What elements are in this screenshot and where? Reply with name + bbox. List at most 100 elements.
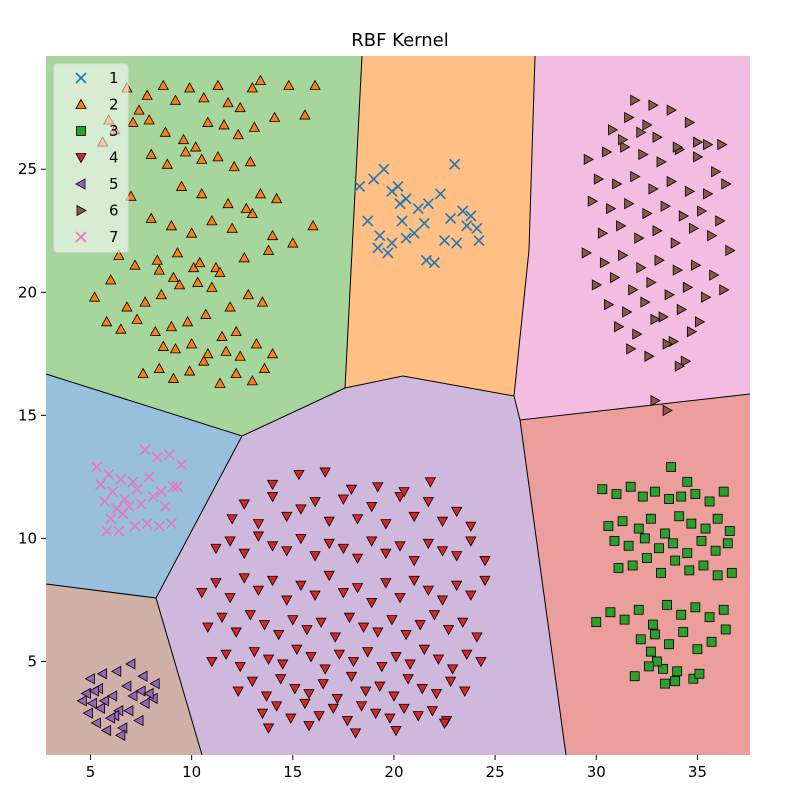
point-series-4: [329, 632, 341, 643]
point-series-2: [129, 259, 141, 270]
point-series-2: [200, 308, 212, 319]
point-series-4: [270, 701, 283, 712]
point-series-2: [216, 330, 228, 341]
point-series-6: [666, 175, 677, 188]
point-series-3: [676, 491, 687, 502]
point-series-2: [232, 128, 244, 140]
point-series-4: [277, 659, 289, 670]
point-series-1: [434, 188, 447, 200]
point-series-2: [212, 151, 224, 162]
point-series-5: [104, 712, 116, 724]
point-series-4: [450, 506, 463, 518]
point-series-2: [165, 320, 178, 332]
point-series-2: [179, 146, 192, 157]
point-series-6: [612, 178, 623, 190]
point-series-6: [652, 225, 663, 237]
point-series-2: [214, 266, 226, 277]
point-series-1: [353, 180, 366, 193]
point-series-2: [206, 215, 218, 226]
point-series-4: [374, 681, 386, 692]
point-series-4: [428, 610, 441, 621]
point-series-2: [262, 244, 275, 255]
point-series-3: [641, 553, 652, 563]
x-tick-label: 25: [486, 763, 505, 781]
point-series-5: [123, 705, 134, 717]
point-series-2: [268, 111, 281, 122]
point-series-4: [398, 703, 410, 715]
point-series-4: [465, 590, 477, 601]
point-series-4: [234, 661, 246, 673]
point-series-2: [234, 101, 246, 113]
point-series-4: [331, 693, 343, 705]
point-series-6: [618, 249, 629, 262]
point-series-4: [404, 659, 416, 670]
point-series-2: [206, 281, 218, 292]
point-series-3: [633, 523, 644, 534]
point-series-4: [317, 679, 329, 690]
point-series-3: [682, 476, 693, 487]
point-series-1: [449, 158, 461, 170]
point-series-6: [697, 205, 708, 217]
point-series-6: [583, 153, 594, 166]
y-tick-label: 15: [18, 406, 37, 424]
point-series-3: [706, 636, 717, 647]
point-series-2: [161, 158, 174, 169]
point-series-4: [206, 657, 218, 668]
point-series-6: [636, 126, 647, 138]
point-series-2: [230, 325, 242, 337]
point-series-3: [647, 619, 658, 630]
point-series-7: [129, 520, 141, 532]
point-series-4: [444, 676, 457, 687]
point-series-1: [451, 237, 463, 249]
point-series-4: [461, 649, 473, 660]
point-series-3: [726, 567, 737, 578]
point-series-3: [639, 533, 650, 544]
point-series-4: [309, 590, 321, 601]
point-series-1: [378, 163, 390, 175]
point-series-2: [299, 109, 311, 120]
point-series-4: [260, 691, 273, 702]
point-series-3: [676, 609, 687, 620]
point-series-2: [159, 126, 172, 137]
point-series-4: [450, 580, 463, 591]
point-series-1: [445, 212, 457, 225]
point-series-2: [228, 160, 240, 172]
x-tick-label: 5: [86, 763, 96, 781]
point-series-4: [351, 514, 364, 525]
point-series-4: [266, 575, 279, 587]
point-series-4: [289, 684, 301, 695]
point-series-4: [244, 610, 257, 621]
point-series-2: [196, 188, 208, 199]
point-series-6: [628, 284, 639, 296]
point-series-7: [151, 451, 163, 463]
point-series-4: [432, 654, 445, 665]
point-series-6: [591, 279, 603, 291]
point-series-4: [416, 684, 428, 695]
point-series-4: [256, 708, 269, 719]
point-series-6: [648, 183, 659, 195]
point-series-2: [196, 153, 208, 164]
point-series-3: [656, 567, 666, 578]
point-series-4: [246, 676, 259, 687]
boundary-line: [513, 55, 536, 397]
point-series-1: [420, 254, 432, 266]
point-series-4: [266, 479, 279, 491]
point-series-2: [139, 296, 151, 307]
point-series-6: [715, 215, 726, 227]
point-series-4: [408, 556, 420, 567]
point-series-6: [680, 355, 692, 367]
point-series-6: [703, 188, 714, 200]
point-series-5: [76, 695, 87, 707]
point-series-3: [650, 629, 660, 640]
region-3: [520, 394, 750, 755]
point-series-4: [252, 531, 265, 542]
point-series-3: [625, 481, 636, 492]
point-series-4: [408, 511, 420, 523]
point-series-4: [366, 598, 378, 609]
point-series-3: [678, 627, 689, 637]
series-3: [591, 462, 737, 689]
point-series-4: [446, 664, 459, 675]
point-series-4: [436, 595, 449, 606]
point-series-2: [202, 116, 214, 127]
point-series-6: [660, 200, 671, 212]
